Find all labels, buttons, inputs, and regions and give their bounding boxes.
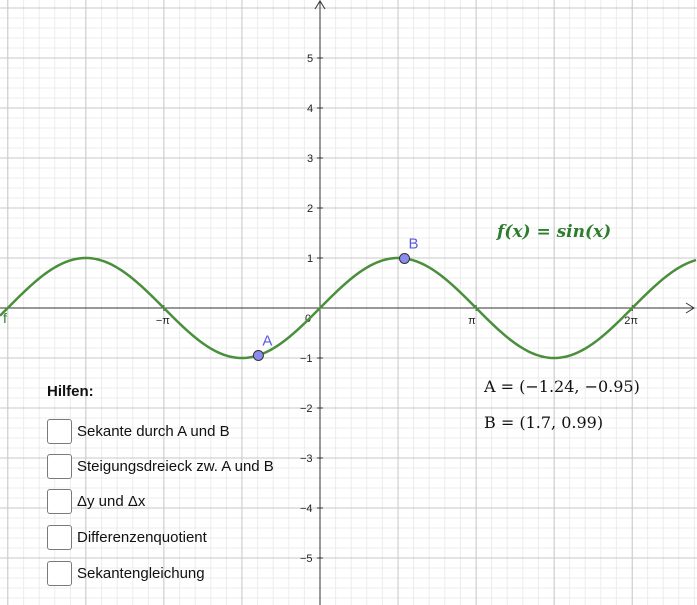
point-b-label: B: [409, 236, 419, 253]
x-tick-label: 2π: [624, 315, 638, 327]
function-equation: f(x) = sin(x): [496, 222, 611, 242]
y-tick-label: −2: [300, 403, 313, 415]
y-axis-arrow-icon: [314, 0, 326, 10]
y-tick-label: 4: [307, 103, 313, 115]
y-tick-label: −3: [300, 453, 313, 465]
y-tick-label: −5: [300, 553, 313, 565]
secant-checkbox[interactable]: [47, 419, 72, 444]
point-a[interactable]: [252, 350, 264, 361]
y-tick-label: 1: [307, 253, 313, 265]
help-secant[interactable]: Sekante durch A und B: [47, 419, 230, 444]
y-ticks: 5 4 3 2 1 −1 −2 −3 −4 −5: [300, 53, 323, 565]
x-ticks: −π π 2π: [156, 305, 638, 327]
point-a-label: A: [262, 333, 272, 350]
help-secant-equation[interactable]: Sekantengleichung: [47, 561, 205, 586]
point-a-coordinates: A = (−1.24, −0.95): [483, 377, 640, 396]
secant-label: Sekante durch A und B: [77, 423, 230, 440]
x-tick-label: π: [468, 315, 476, 327]
slope-triangle-checkbox[interactable]: [47, 454, 72, 479]
difference-quotient-checkbox[interactable]: [47, 525, 72, 550]
y-tick-label: 3: [307, 153, 313, 165]
help-difference-quotient[interactable]: Differenzenquotient: [47, 525, 207, 550]
difference-quotient-label: Differenzenquotient: [77, 529, 207, 546]
curve-label: f: [3, 310, 7, 326]
delta-checkbox[interactable]: [47, 489, 72, 514]
x-axis-arrow-icon: [685, 302, 695, 314]
help-title: Hilfen:: [47, 383, 94, 400]
sine-curve[interactable]: [0, 256, 697, 360]
y-tick-label: −4: [300, 503, 313, 515]
y-tick-label: 5: [307, 53, 313, 65]
delta-label: Δy und Δx: [77, 493, 146, 510]
help-delta[interactable]: Δy und Δx: [47, 489, 145, 514]
point-b-coordinates: B = (1.7, 0.99): [484, 413, 603, 432]
help-slope-triangle[interactable]: Steigungsdreieck zw. A und B: [47, 454, 274, 479]
point-b[interactable]: [399, 253, 410, 264]
secant-equation-label: Sekantengleichung: [77, 565, 205, 582]
y-tick-label: 2: [307, 203, 313, 215]
y-tick-label: −1: [300, 353, 313, 365]
slope-triangle-label: Steigungsdreieck zw. A und B: [77, 458, 274, 475]
secant-equation-checkbox[interactable]: [47, 561, 72, 586]
x-tick-label: −π: [156, 315, 170, 327]
